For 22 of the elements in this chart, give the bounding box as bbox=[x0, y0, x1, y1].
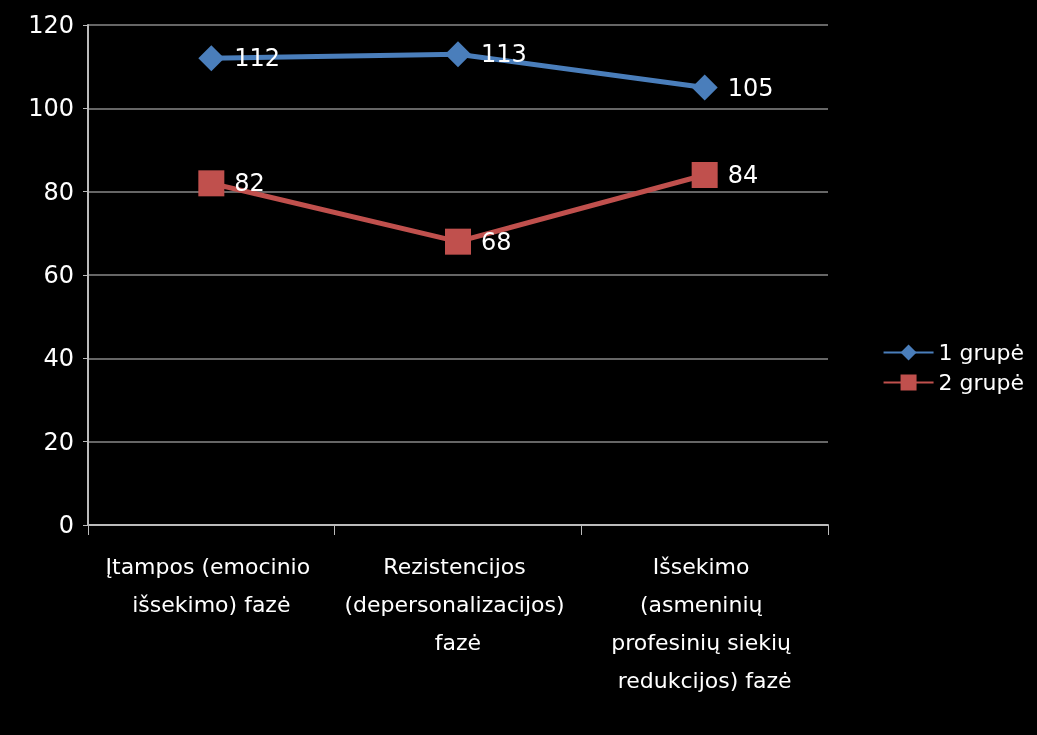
y-tick-label: 40 bbox=[43, 344, 74, 373]
point bbox=[198, 170, 225, 197]
data-label: 68 bbox=[481, 227, 512, 256]
y-tick-label: 120 bbox=[28, 11, 74, 39]
point bbox=[691, 74, 718, 101]
data-label: 105 bbox=[727, 73, 774, 102]
data-label: 82 bbox=[234, 169, 265, 198]
y-tick-label: 20 bbox=[43, 427, 74, 456]
x-tick-label: Įtampos (emocinio išsekimo) fazė bbox=[105, 553, 318, 617]
y-tick-label: 100 bbox=[28, 94, 74, 123]
data-label: 84 bbox=[727, 161, 759, 189]
x-tick-label: Išsekimo (asmeninių profesinių siekių redukcijos) fazė bbox=[611, 553, 799, 693]
point bbox=[445, 228, 471, 255]
legend-label: 2 grupė bbox=[938, 370, 1025, 395]
y-tick-label: 80 bbox=[43, 177, 74, 206]
point bbox=[691, 162, 718, 188]
y-tick-label: 60 bbox=[43, 261, 74, 289]
y-tick-label: 0 bbox=[58, 511, 74, 539]
point bbox=[445, 41, 471, 68]
point bbox=[198, 45, 225, 72]
legend-label: 1 grupė bbox=[938, 340, 1025, 365]
x-tick-label: Rezistencijos (depersonalizacijos) fazė bbox=[344, 553, 572, 655]
